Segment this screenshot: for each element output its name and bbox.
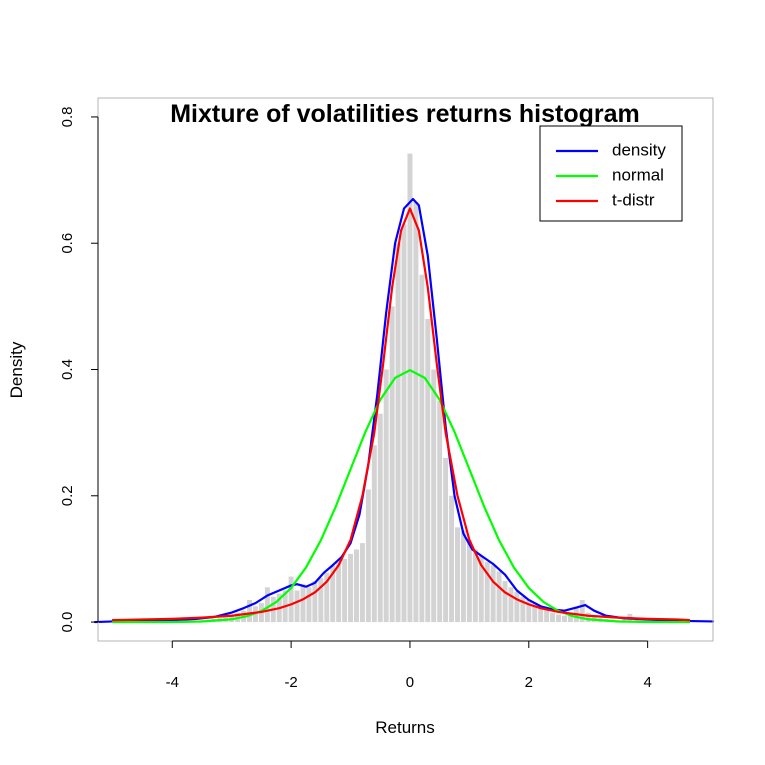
x-tick-label: -4	[166, 674, 179, 691]
y-tick-label: 0.4	[59, 359, 76, 380]
histogram-bar-62	[567, 614, 573, 623]
histogram-bar-42	[449, 495, 455, 623]
histogram-bar-22	[330, 565, 336, 623]
histogram-bar-43	[455, 527, 460, 623]
histogram-bar-8	[247, 599, 252, 623]
histogram-bar-30	[377, 413, 383, 623]
histogram-bar-51	[502, 581, 508, 623]
histogram-bar-41	[443, 457, 449, 623]
histogram-bar-45	[466, 539, 472, 623]
series-line-t-distr	[111, 207, 691, 622]
histogram-bar-35	[407, 153, 413, 623]
histogram-bar-15	[288, 576, 294, 623]
x-tick-label: 0	[406, 674, 414, 691]
x-tick-label: 4	[643, 674, 651, 691]
series-line-density	[93, 197, 715, 624]
legend-label-t-distr: t-distr	[612, 190, 655, 209]
x-tick-label: 2	[525, 674, 533, 691]
histogram-bar-46	[472, 549, 478, 623]
density-curves	[93, 197, 715, 624]
histogram-bar-39	[431, 369, 437, 623]
histogram-bar-61	[561, 615, 567, 623]
histogram-bar-65	[585, 612, 591, 623]
histogram-bars	[199, 153, 639, 623]
chart-title: Mixture of volatilities returns histogra…	[170, 100, 640, 128]
histogram-bar-58	[544, 609, 550, 623]
histogram-bar-64	[579, 599, 585, 623]
y-tick-label: 0.2	[59, 485, 76, 506]
histogram-bar-50	[496, 571, 502, 623]
histogram-bar-57	[538, 606, 544, 623]
series-line-normal	[111, 369, 691, 624]
histogram-bar-18	[306, 587, 312, 623]
histogram-bar-11	[264, 587, 270, 623]
histogram-bar-38	[425, 318, 431, 623]
legend-label-density: density	[612, 140, 666, 159]
histogram-bar-23	[336, 562, 342, 623]
x-axis: -4 -2 0 2 4	[166, 640, 652, 691]
y-tick-label: 0.6	[59, 233, 76, 254]
x-tick-label: -2	[284, 674, 297, 691]
histogram-bar-19	[312, 581, 318, 623]
histogram-bar-27	[359, 543, 365, 623]
histogram-bar-53	[514, 591, 520, 623]
histogram-bar-34	[401, 224, 407, 623]
y-tick-label: 0.0	[59, 612, 76, 633]
histogram-bar-16	[294, 590, 300, 623]
y-tick-label: 0.8	[59, 107, 76, 128]
histogram-bar-36	[413, 202, 419, 623]
histogram-bar-52	[508, 587, 514, 623]
histogram-bar-25	[348, 553, 354, 623]
histogram-bar-29	[371, 445, 377, 623]
legend-box	[539, 125, 683, 222]
histogram-bar-54	[520, 596, 526, 623]
histogram-bar-17	[300, 584, 306, 623]
histogram-bar-60	[556, 614, 561, 623]
histogram-bar-44	[460, 530, 466, 623]
legend: density normal t-distr	[539, 125, 683, 222]
histogram-bar-24	[342, 558, 348, 623]
histogram-bar-56	[532, 603, 538, 623]
histogram-bar-49	[490, 565, 496, 623]
histogram-bar-47	[478, 555, 484, 623]
histogram-bar-32	[389, 306, 395, 623]
histogram-bar-59	[550, 612, 556, 623]
histogram-bar-55	[526, 599, 532, 623]
y-axis: 0.0 0.2 0.4 0.6 0.8	[59, 107, 99, 633]
y-axis-title: Density	[7, 341, 26, 398]
x-axis-title: Returns	[375, 718, 435, 737]
legend-label-normal: normal	[612, 165, 664, 184]
histogram-bar-37	[419, 274, 425, 623]
histogram-bar-31	[383, 369, 389, 623]
histogram-bar-20	[318, 577, 324, 623]
histogram-bar-28	[365, 489, 371, 623]
histogram-bar-21	[324, 572, 330, 623]
histogram-bar-40	[437, 401, 443, 623]
histogram-bar-48	[484, 562, 490, 623]
histogram-bar-33	[395, 243, 401, 623]
histogram-bar-26	[354, 549, 359, 623]
